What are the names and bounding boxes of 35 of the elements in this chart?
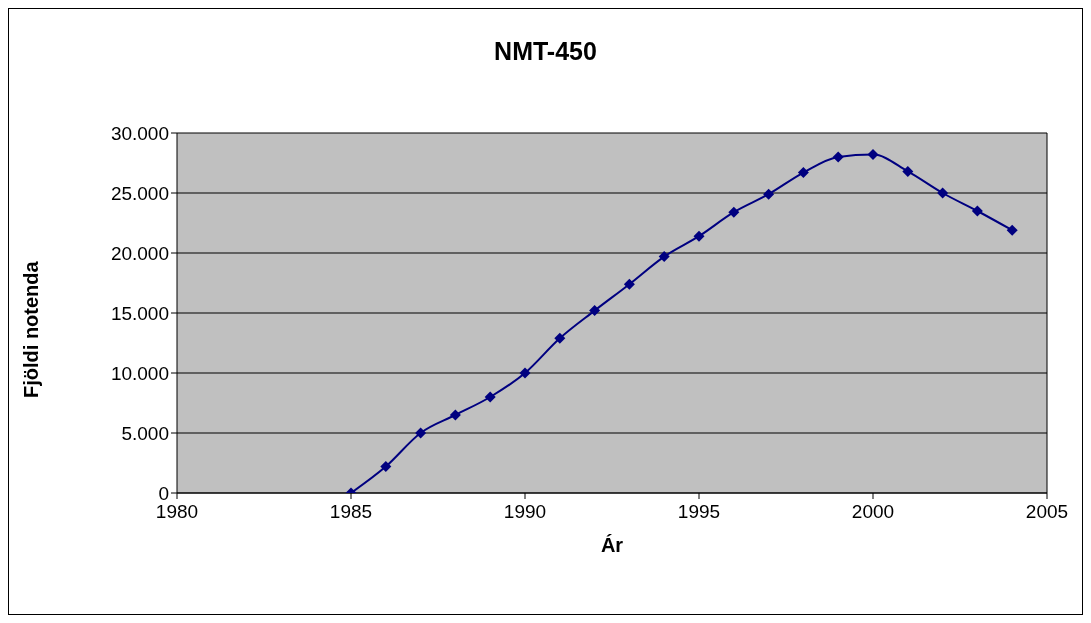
x-tick-label: 1985 [329,501,373,523]
point [658,251,670,263]
point [589,305,601,317]
x-tick-label: 1990 [503,501,547,523]
point [797,167,809,179]
point [693,230,705,242]
point [971,205,983,217]
point [380,461,392,473]
point [415,427,427,439]
y-tick-label: 25.000 [110,182,169,204]
y-tick-label: 10.000 [110,362,169,384]
y-tick-label: 0 [158,482,169,504]
y-tick-label: 20.000 [110,242,169,264]
x-tick-label: 2005 [1025,501,1069,523]
point [1006,224,1018,236]
point [763,188,775,200]
x-axis-title: Ár [600,534,624,556]
point [554,332,566,344]
x-tick-label: 1995 [677,501,721,523]
y-tick-label: 30.000 [110,122,169,144]
point [519,367,531,379]
point [867,149,879,161]
point [728,206,740,218]
y-tick-label: 5.000 [121,422,169,444]
y-axis-title: Fjöldi notenda [20,260,43,398]
x-tick-label: 1980 [155,501,199,523]
point [623,278,635,290]
x-tick-label: 2000 [851,501,895,523]
y-tick-label: 15.000 [110,302,169,324]
point [484,391,496,403]
point [449,409,461,421]
chart-title: NMT-450 [493,37,598,66]
point [937,187,949,199]
point [832,151,844,163]
point [902,165,914,177]
